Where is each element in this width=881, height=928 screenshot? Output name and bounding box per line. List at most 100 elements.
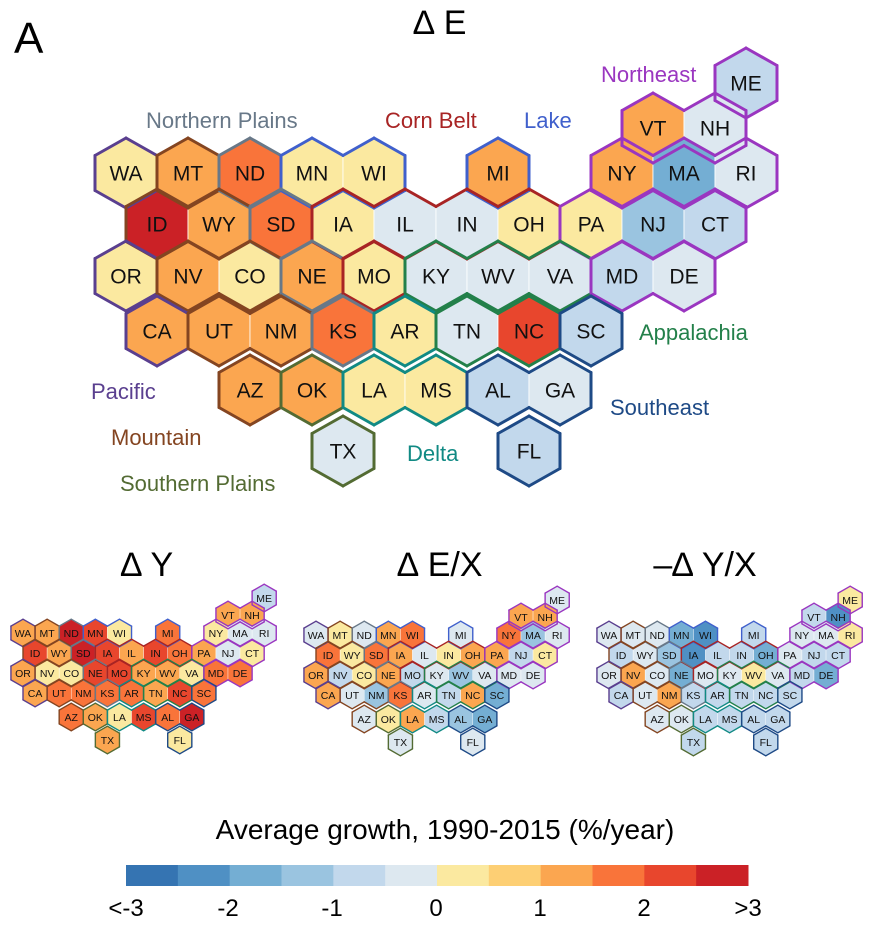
region-border-northern-plains [668,640,683,649]
region-border-pacific [596,641,610,650]
region-border-northeast [620,292,655,313]
state-label-ma: MA [525,630,541,642]
state-label-mo: MO [111,668,128,680]
state-label-il: IL [396,214,414,237]
state-label-ky: KY [430,670,444,682]
state-label-de: DE [819,670,834,682]
state-label-ca: CA [28,688,43,700]
region-border-northern-plains [248,187,283,208]
region-border-mountain [46,678,60,687]
state-label-ct: CT [831,650,846,662]
region-border-northeast [651,91,686,112]
region-border-southeast [191,723,205,732]
state-label-ca: CA [614,690,629,702]
state-label-il: IL [420,650,429,662]
region-border-lake [341,136,376,157]
region-border-southeast [558,353,593,374]
region-border-mountain [46,699,60,708]
region-border-southeast [527,467,562,488]
region-border-pacific [93,136,128,157]
state-label-vt: VT [640,118,667,141]
state-label-mi: MI [748,630,760,642]
state-label-wi: WI [406,630,419,642]
region-border-southern-plains [341,414,376,435]
region-border-appalachia [740,680,755,689]
region-border-corn-belt [728,640,743,649]
state-label-mn: MN [296,163,329,186]
region-border-northern-plains [399,701,414,710]
region-border-southeast [191,699,205,708]
region-border-corn-belt [167,638,181,647]
region-border-mountain [217,187,252,208]
region-border-delta [435,704,450,713]
region-border-delta [106,702,121,711]
region-border-appalachia [777,660,791,669]
region-border-lake [82,618,97,627]
state-label-ga: GA [545,380,575,403]
region-border-delta [403,294,438,315]
region-border-appalachia [142,699,157,708]
region-border-southern-plains [279,353,314,374]
region-border-mountain [327,640,341,649]
region-border-northeast [239,638,253,647]
state-label-fl: FL [517,441,542,464]
legend-swatch [488,865,542,886]
region-border-northeast [544,585,558,594]
panel-letter: A [14,14,44,63]
region-border-lake [167,618,181,627]
region-border-northern-plains [310,294,345,315]
region-border-northeast [713,240,748,261]
region-border-mountain [46,658,60,667]
region-border-mountain [124,187,159,208]
region-border-corn-belt [411,640,426,649]
state-label-ia: IA [102,648,112,660]
region-border-appalachia [447,680,462,689]
state-label-nd: ND [650,630,666,642]
region-border-northern-plains [310,239,345,260]
region-border-delta [704,704,719,713]
region-border-corn-belt [310,187,345,208]
region-border-mountain [339,640,353,649]
state-label-ga: GA [477,714,492,726]
region-border-northeast [239,658,253,667]
region-border-appalachia [765,660,779,669]
state-label-al: AL [747,714,760,726]
region-border-northeast [203,638,217,647]
state-label-mt: MT [626,630,642,642]
region-border-mountain [339,660,353,669]
region-border-delta [411,704,426,713]
region-border-mountain [644,640,658,649]
region-border-pacific [608,680,622,689]
region-border-mountain [155,239,190,260]
region-border-southern-plains [387,725,402,734]
state-label-wy: WY [344,650,361,662]
region-border-northeast [544,620,558,629]
region-border-southeast [558,406,593,427]
region-border-southeast [527,353,562,374]
state-label-co: CO [234,266,266,289]
region-border-southeast [167,725,181,734]
state-label-sd: SD [369,650,384,662]
region-border-northeast [227,618,241,627]
region-border-corn-belt [341,292,376,313]
region-border-northeast [813,620,827,629]
region-border-southeast [753,704,767,713]
state-label-ms: MS [722,714,738,726]
region-border-pacific [596,681,610,690]
state-label-ok: OK [674,714,689,726]
state-label-ri: RI [845,630,856,642]
region-border-delta [130,702,145,711]
region-border-pacific [22,678,36,687]
state-label-or: OR [601,670,617,682]
state-label-la: LA [406,714,419,726]
region-border-appalachia [179,678,193,687]
region-border-corn-belt [460,640,474,649]
legend-tick-label: 1 [533,895,547,922]
region-border-northeast [620,187,655,208]
region-border-corn-belt [118,658,133,667]
region-border-lake [310,136,345,157]
region-border-lake [680,620,695,629]
region-border-delta [434,353,469,374]
state-label-nj: NJ [222,648,235,660]
state-label-ia: IA [333,214,353,237]
